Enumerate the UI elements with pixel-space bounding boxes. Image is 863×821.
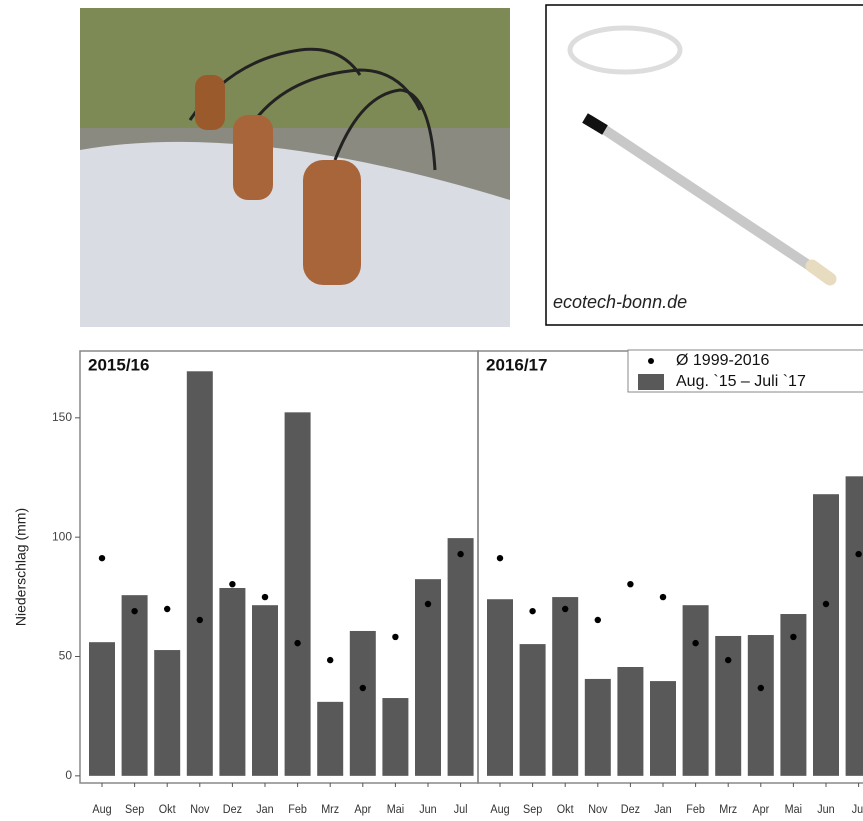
field-photo bbox=[80, 8, 510, 327]
photo-credit: ecotech-bonn.de bbox=[553, 292, 687, 312]
x-tick-label: Apr bbox=[752, 804, 769, 817]
bar bbox=[219, 588, 245, 776]
dot bbox=[327, 657, 333, 663]
x-tick-label: Mai bbox=[387, 804, 404, 817]
legend-label: Ø 1999-2016 bbox=[676, 352, 770, 369]
dot bbox=[562, 606, 568, 612]
dot bbox=[725, 657, 731, 663]
bar bbox=[552, 597, 578, 776]
x-tick-label: Nov bbox=[190, 804, 209, 817]
dot bbox=[497, 555, 503, 561]
bar bbox=[487, 599, 513, 776]
dot bbox=[823, 601, 829, 607]
x-tick-label: Aug bbox=[92, 804, 111, 817]
dot bbox=[660, 594, 666, 600]
bar bbox=[846, 476, 863, 776]
dot bbox=[627, 581, 633, 587]
dot bbox=[425, 601, 431, 607]
x-tick-label: Dez bbox=[223, 804, 242, 817]
legend-label: Aug. `15 – Juli `17 bbox=[676, 373, 806, 390]
dot bbox=[392, 634, 398, 640]
legend-swatch bbox=[648, 358, 654, 364]
bar bbox=[317, 702, 343, 776]
bar bbox=[122, 595, 148, 776]
dot bbox=[758, 685, 764, 691]
x-tick-label: Jun bbox=[817, 804, 834, 817]
legend-swatch bbox=[638, 374, 664, 390]
dot bbox=[529, 608, 535, 614]
bar bbox=[520, 644, 546, 776]
dot bbox=[595, 617, 601, 623]
x-tick-label: Jul bbox=[852, 804, 863, 817]
bar bbox=[683, 605, 709, 776]
x-tick-label: Aug bbox=[490, 804, 509, 817]
dot bbox=[131, 608, 137, 614]
y-axis-label: Niederschlag (mm) bbox=[13, 508, 29, 626]
dot bbox=[360, 685, 366, 691]
x-tick-label: Jan bbox=[654, 804, 671, 817]
chart: 2015/16 2016/17 0 50 100 150 Niederschlag (mm)… bbox=[13, 350, 863, 816]
dot bbox=[790, 634, 796, 640]
x-tick-label: Jun bbox=[419, 804, 436, 817]
bar bbox=[415, 579, 441, 776]
panel-title: 2015/16 bbox=[88, 355, 149, 374]
x-tick-label: Dez bbox=[621, 804, 640, 817]
bar bbox=[252, 605, 278, 776]
panel-title: 2016/17 bbox=[486, 355, 547, 374]
bar bbox=[187, 371, 213, 776]
dot bbox=[294, 640, 300, 646]
dot bbox=[262, 594, 268, 600]
x-tick-label: Mai bbox=[785, 804, 802, 817]
x-tick-label: Nov bbox=[588, 804, 607, 817]
x-tick-label: Feb bbox=[288, 804, 307, 817]
x-tick-label: Apr bbox=[354, 804, 371, 817]
bar bbox=[585, 679, 611, 776]
bar bbox=[89, 642, 115, 776]
y-tick-label: 150 bbox=[52, 410, 72, 424]
dot bbox=[99, 555, 105, 561]
x-tick-label: Mrz bbox=[321, 804, 339, 817]
y-tick-label: 0 bbox=[65, 768, 72, 782]
figure: ecotech-bonn.de 2015/16 2016/17 0 50 100 150 N… bbox=[0, 0, 863, 821]
bar bbox=[650, 681, 676, 776]
dot bbox=[457, 551, 463, 557]
dot bbox=[197, 617, 203, 623]
bar bbox=[748, 635, 774, 776]
x-tick-label: Mrz bbox=[719, 804, 737, 817]
dot bbox=[229, 581, 235, 587]
y-tick-label: 50 bbox=[59, 649, 73, 663]
x-tick-label: Okt bbox=[557, 804, 575, 817]
x-tick-label: Jul bbox=[454, 804, 468, 817]
bar bbox=[448, 538, 474, 776]
x-tick-label: Jan bbox=[256, 804, 273, 817]
bar bbox=[382, 698, 408, 776]
x-tick-label: Sep bbox=[523, 804, 542, 817]
x-tick-label: Okt bbox=[159, 804, 177, 817]
bar bbox=[617, 667, 643, 776]
x-tick-label: Sep bbox=[125, 804, 144, 817]
bar bbox=[813, 494, 839, 776]
sampler-photo: ecotech-bonn.de bbox=[546, 5, 863, 325]
y-tick-label: 100 bbox=[52, 529, 72, 543]
dot bbox=[164, 606, 170, 612]
bar bbox=[285, 412, 311, 776]
x-tick-label: Feb bbox=[686, 804, 705, 817]
dot bbox=[855, 551, 861, 557]
bar bbox=[154, 650, 180, 776]
bar bbox=[350, 631, 376, 776]
dot bbox=[692, 640, 698, 646]
